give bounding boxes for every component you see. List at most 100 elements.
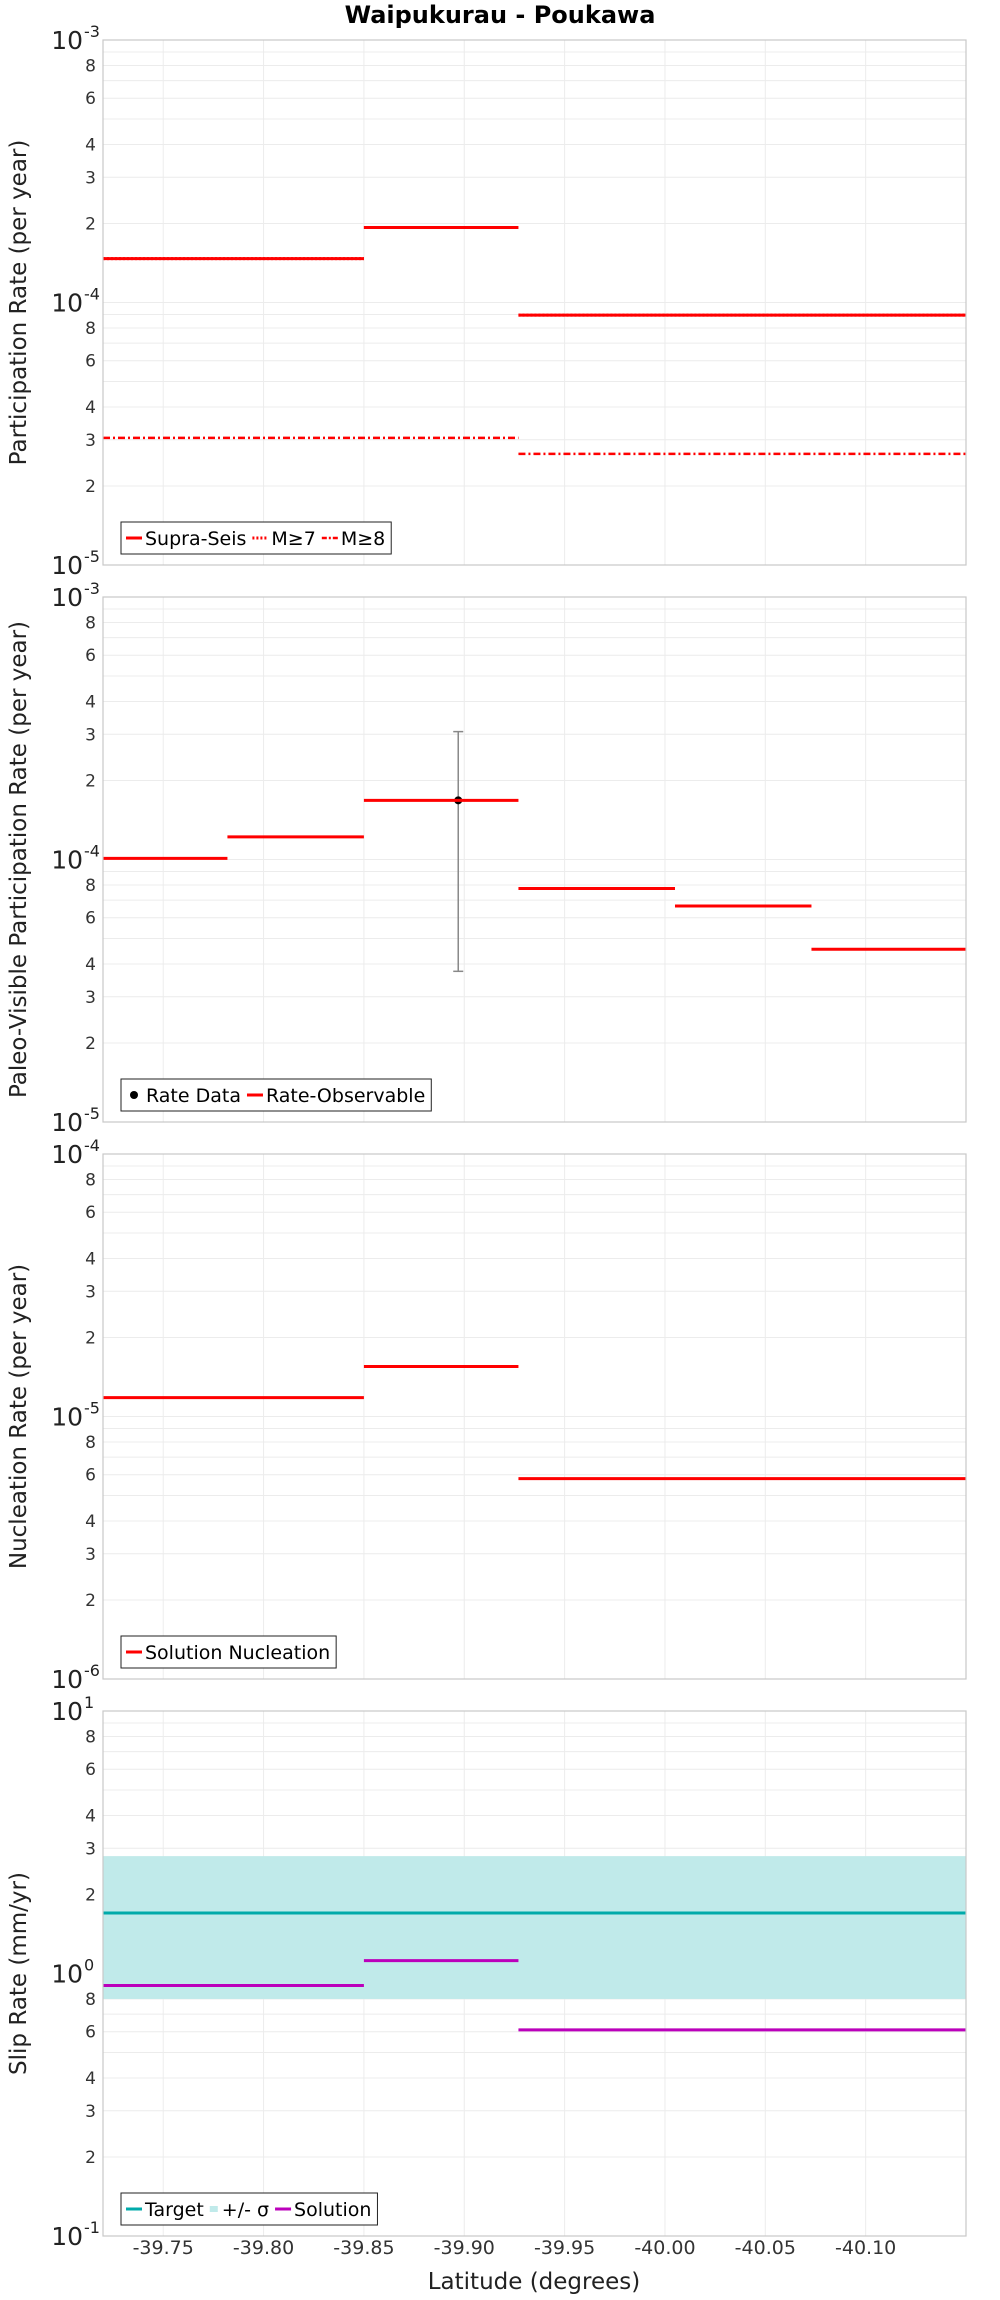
x-axis-label: Latitude (degrees) — [428, 2269, 641, 2295]
y-axis-label: Nucleation Rate (per year) — [6, 1264, 32, 1569]
y-decade-label: 10 — [51, 1665, 83, 1694]
legend-box — [120, 1635, 337, 1669]
y-tick-label: 2 — [85, 2148, 96, 2168]
series-m-8 — [103, 436, 966, 456]
y-tick-label: 2 — [85, 1034, 96, 1054]
y-tick-label: 6 — [85, 352, 96, 372]
series-m-7 — [103, 226, 966, 317]
y-decade-label: 10 — [51, 1140, 83, 1169]
y-decade-exponent: 1 — [84, 1693, 94, 1712]
y-tick-label: 6 — [85, 89, 96, 109]
y-tick-label: 6 — [85, 2023, 96, 2043]
y-decade-exponent: 0 — [84, 1956, 94, 1975]
series-solution — [103, 1959, 966, 2032]
series-rate-data — [453, 730, 464, 973]
legend-item: Solution — [275, 2199, 371, 2221]
y-decade-exponent: -5 — [84, 1104, 100, 1123]
y-tick-label: 4 — [85, 2069, 96, 2089]
legend-item: M≥7 — [252, 528, 316, 550]
legend-item: Target — [126, 2199, 204, 2221]
legend-item: Supra-Seis — [126, 528, 246, 550]
x-tick-label: -39.80 — [233, 2237, 294, 2259]
y-decade-label: 10 — [51, 1960, 83, 1989]
y-tick-label: 6 — [85, 1203, 96, 1223]
y-tick-label: 3 — [85, 1282, 96, 1302]
y-tick-label: 2 — [85, 214, 96, 234]
x-axis: -39.75 -39.80 -39.85 -39.90 -39.95 -40.00 -40.… — [133, 2237, 897, 2259]
panel-frame — [102, 39, 967, 566]
legend-item: +/- σ — [209, 2199, 269, 2221]
chart-title: Waipukurau - Poukawa — [345, 1, 656, 29]
series-rate-observable — [103, 798, 966, 951]
legend-label: +/- σ — [222, 2199, 269, 2221]
y-decade-exponent: -5 — [84, 1399, 100, 1418]
legend-marker — [130, 1091, 138, 1099]
x-tick-label: -40.10 — [835, 2237, 896, 2259]
y-decade-exponent: -5 — [84, 547, 100, 566]
y-tick-label: 6 — [85, 646, 96, 666]
y-tick-label: 2 — [85, 771, 96, 791]
y-tick-label: 3 — [85, 431, 96, 451]
y-tick-label: 4 — [85, 135, 96, 155]
y-tick-label: 2 — [85, 1328, 96, 1348]
y-tick-label: 2 — [85, 1885, 96, 1905]
legend-label: Solution Nucleation — [145, 1642, 330, 1664]
y-tick-label: 3 — [85, 988, 96, 1008]
y-tick-label: 8 — [85, 1433, 96, 1453]
panel-frame — [102, 596, 967, 1123]
y-decade-exponent: -1 — [84, 2218, 100, 2237]
y-tick-label: 8 — [85, 1990, 96, 2010]
x-tick-label: -39.95 — [534, 2237, 595, 2259]
y-decade-label: 10 — [51, 289, 83, 318]
y-decade-label: 10 — [51, 1403, 83, 1432]
legend: Rate Data Rate-Observable — [120, 1078, 432, 1112]
y-tick-label: 8 — [85, 1727, 96, 1747]
y-decade-exponent: -6 — [84, 1661, 100, 1680]
y-decade-label: 10 — [51, 2222, 83, 2251]
legend-label: M≥7 — [271, 528, 315, 550]
y-decade-exponent: -3 — [84, 22, 100, 41]
legend-item: Rate-Observable — [246, 1085, 425, 1107]
y-tick-label: 8 — [85, 56, 96, 76]
y-tick-label: 2 — [85, 1591, 96, 1611]
y-tick-label: 6 — [85, 909, 96, 929]
legend-swatch — [209, 2206, 218, 2212]
y-decade-label: 10 — [51, 26, 83, 55]
y-tick-label: 4 — [85, 1512, 96, 1532]
legend-item: M≥8 — [321, 528, 385, 550]
y-tick-label: 8 — [85, 319, 96, 339]
x-tick-label: -40.05 — [735, 2237, 796, 2259]
y-tick-label: 2 — [85, 477, 96, 497]
y-tick-label: 4 — [85, 1249, 96, 1269]
legend-label: Rate Data — [146, 1085, 241, 1107]
y-decade-exponent: -4 — [84, 1136, 100, 1155]
y-decade-label: 10 — [51, 551, 83, 580]
band-sigma — [103, 1856, 966, 1999]
y-decade-exponent: -3 — [84, 579, 100, 598]
grid — [103, 40, 966, 565]
panel-frame — [102, 1710, 967, 2237]
y-decade-label: 10 — [51, 1697, 83, 1726]
x-tick-label: -39.75 — [133, 2237, 194, 2259]
y-tick-label: 8 — [85, 1170, 96, 1190]
legend-box — [120, 521, 392, 555]
y-tick-label: 4 — [85, 955, 96, 975]
y-decade-exponent: -4 — [84, 285, 100, 304]
legend-label: Rate-Observable — [266, 1085, 425, 1107]
y-tick-label: 8 — [85, 876, 96, 896]
y-tick-label: 6 — [85, 1760, 96, 1780]
y-axis-label: Participation Rate (per year) — [6, 140, 32, 466]
legend: Supra-Seis M≥7 M≥8 — [120, 521, 392, 555]
legend-item: Solution Nucleation — [126, 1642, 330, 1664]
legend-label: Solution — [294, 2199, 371, 2221]
y-tick-label: 6 — [85, 1466, 96, 1486]
legend: Target +/- σ Solution — [120, 2192, 378, 2226]
legend-item: Rate Data — [130, 1085, 241, 1107]
y-tick-label: 4 — [85, 1806, 96, 1826]
y-axis-label: Paleo-Visible Participation Rate (per ye… — [6, 621, 32, 1098]
